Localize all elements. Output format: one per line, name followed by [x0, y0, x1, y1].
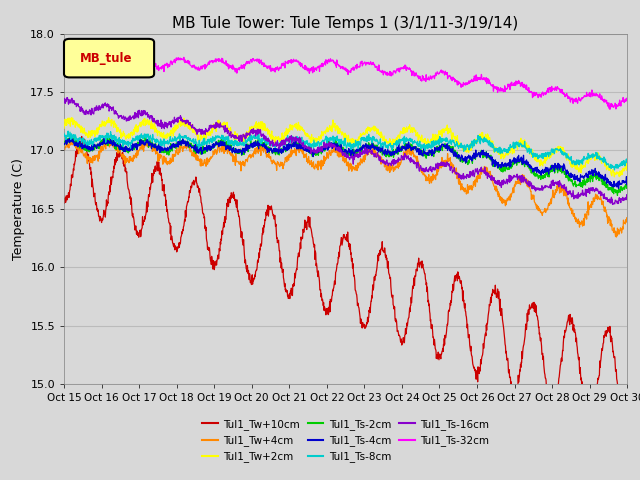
Title: MB Tule Tower: Tule Temps 1 (3/1/11-3/19/14): MB Tule Tower: Tule Temps 1 (3/1/11-3/19…	[172, 16, 519, 31]
Text: MB_tule: MB_tule	[80, 52, 132, 65]
Y-axis label: Temperature (C): Temperature (C)	[12, 158, 25, 260]
FancyBboxPatch shape	[64, 39, 154, 77]
Legend: Tul1_Tw+10cm, Tul1_Tw+4cm, Tul1_Tw+2cm, Tul1_Ts-2cm, Tul1_Ts-4cm, Tul1_Ts-8cm, T: Tul1_Tw+10cm, Tul1_Tw+4cm, Tul1_Tw+2cm, …	[198, 415, 493, 467]
